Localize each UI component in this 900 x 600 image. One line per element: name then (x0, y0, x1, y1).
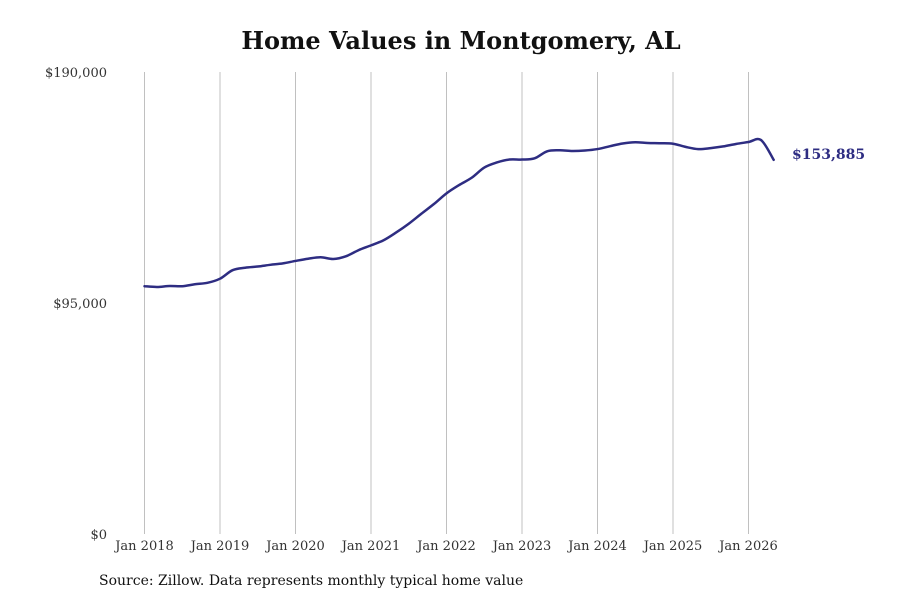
y-tick-label: $95,000 (53, 297, 107, 312)
end-value-label: $153,885 (792, 147, 865, 163)
x-tick-label: Jan 2021 (340, 539, 401, 554)
x-tick-label: Jan 2020 (264, 539, 325, 554)
vertical-gridlines (144, 72, 749, 534)
chart-title: Home Values in Montgomery, AL (241, 26, 681, 55)
x-tick-label: Jan 2025 (642, 539, 703, 554)
series-line-home-value (143, 137, 775, 289)
y-tick-label: $190,000 (45, 66, 107, 81)
x-tick-label: Jan 2022 (415, 539, 476, 554)
x-tick-label: Jan 2026 (717, 539, 778, 554)
x-axis-ticks: Jan 2018 Jan 2019 Jan 2020 Jan 2021 Jan 2022… (113, 539, 778, 554)
y-axis-ticks: $0 $95,000 $190,000 (45, 66, 107, 543)
x-tick-label: Jan 2024 (566, 539, 627, 554)
source-note: Source: Zillow. Data represents monthly … (99, 573, 524, 589)
x-tick-label: Jan 2019 (189, 539, 250, 554)
y-tick-label: $0 (90, 528, 107, 543)
x-tick-label: Jan 2023 (491, 539, 552, 554)
x-tick-label: Jan 2018 (113, 539, 174, 554)
